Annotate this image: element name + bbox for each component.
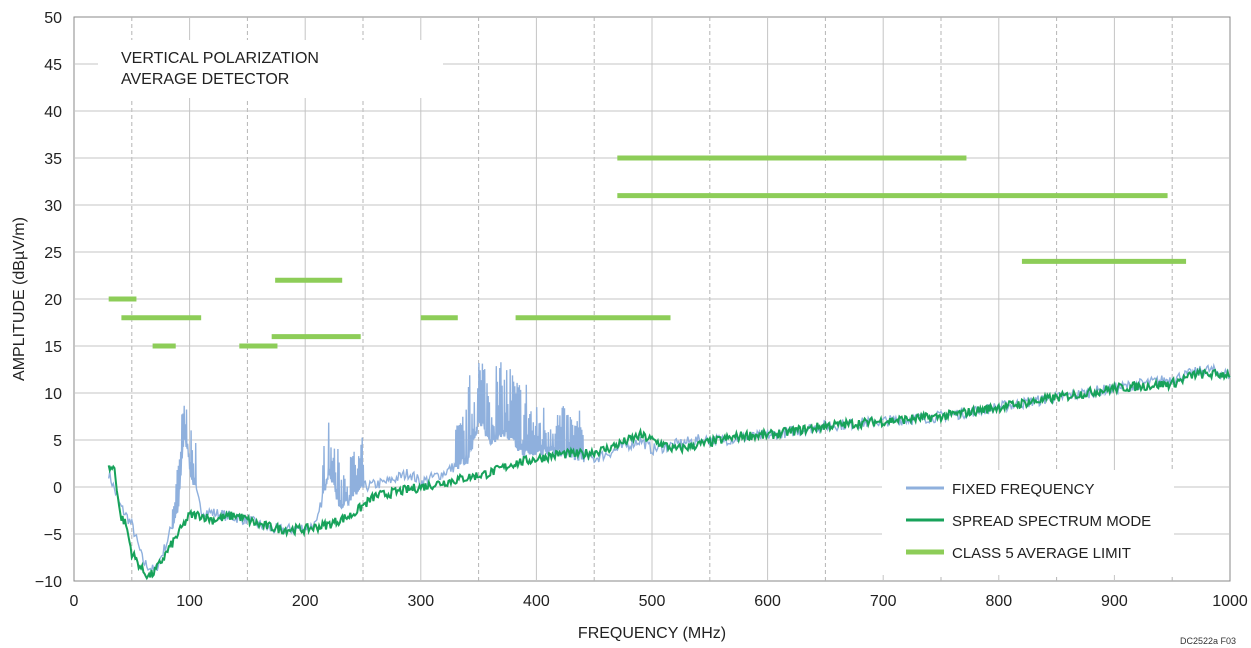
x-tick-label: 500: [639, 593, 666, 610]
annotation-background: [98, 40, 443, 98]
legend-label-fixed-frequency: FIXED FREQUENCY: [952, 481, 1095, 498]
legend: FIXED FREQUENCY SPREAD SPECTRUM MODE CLA…: [882, 470, 1174, 575]
y-tick-label: 40: [44, 104, 62, 121]
y-tick-label: 50: [44, 10, 62, 27]
x-tick-label: 400: [523, 593, 550, 610]
x-tick-label: 100: [176, 593, 203, 610]
x-tick-label: 600: [754, 593, 781, 610]
y-tick-label: 10: [44, 386, 62, 403]
y-tick-label: −5: [44, 527, 62, 544]
x-tick-label: 300: [407, 593, 434, 610]
series-layer: [107, 155, 1231, 581]
x-tick-label: 1000: [1212, 593, 1248, 610]
x-tick-label: 900: [1101, 593, 1128, 610]
series-line-spread-spectrum: [107, 366, 1231, 581]
y-tick-label: 0: [53, 480, 62, 497]
legend-label-spread-spectrum: SPREAD SPECTRUM MODE: [952, 513, 1151, 530]
y-tick-label: 25: [44, 245, 62, 262]
annotation-line-1: VERTICAL POLARIZATION: [121, 50, 319, 67]
figure-id: DC2522a F03: [1180, 636, 1236, 646]
y-tick-labels: −10 −5 0 5 10 15 20 25 30 35 40 45 50: [35, 10, 62, 591]
legend-label-class5-limit: CLASS 5 AVERAGE LIMIT: [952, 545, 1131, 562]
annotation-line-2: AVERAGE DETECTOR: [121, 71, 289, 88]
y-tick-label: 20: [44, 292, 62, 309]
annotation-box: VERTICAL POLARIZATION AVERAGE DETECTOR: [98, 40, 443, 98]
y-tick-label: 15: [44, 339, 62, 356]
x-tick-labels: 0 100 200 300 400 500 600 700 800 900 1000: [70, 593, 1248, 610]
y-tick-label: −10: [35, 574, 62, 591]
y-axis-title: AMPLITUDE (dBµV/m): [11, 217, 28, 381]
x-tick-label: 800: [985, 593, 1012, 610]
y-tick-label: 35: [44, 151, 62, 168]
x-tick-label: 200: [292, 593, 319, 610]
y-tick-label: 45: [44, 57, 62, 74]
series-line-fixed-frequency: [108, 362, 1231, 574]
y-tick-label: 5: [53, 433, 62, 450]
x-axis-title: FREQUENCY (MHz): [578, 625, 726, 642]
y-tick-label: 30: [44, 198, 62, 215]
x-tick-label: 0: [70, 593, 79, 610]
x-tick-label: 700: [870, 593, 897, 610]
